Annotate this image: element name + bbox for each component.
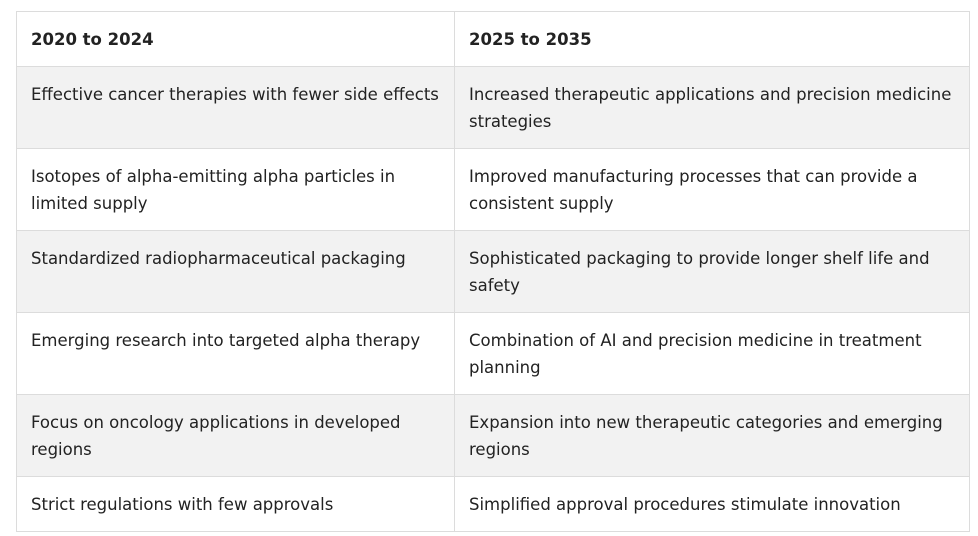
header-period-2025-2035: 2025 to 2035 — [454, 11, 970, 67]
table-cell-2025-2035: Combination of AI and precision medicine… — [454, 312, 970, 395]
comparison-table-container: 2020 to 2024 2025 to 2035 Effective canc… — [16, 11, 970, 532]
table-row: Standardized radiopharmaceutical packagi… — [16, 230, 970, 313]
table-cell-2020-2024: Effective cancer therapies with fewer si… — [16, 66, 455, 149]
table-row: Effective cancer therapies with fewer si… — [16, 66, 970, 149]
table-cell-2025-2035: Simplified approval procedures stimulate… — [454, 476, 970, 532]
table-header-row: 2020 to 2024 2025 to 2035 — [16, 11, 970, 67]
table-cell-2025-2035: Sophisticated packaging to provide longe… — [454, 230, 970, 313]
table-cell-2020-2024: Strict regulations with few approvals — [16, 476, 455, 532]
table-row: Isotopes of alpha-emitting alpha particl… — [16, 148, 970, 231]
table-cell-2020-2024: Focus on oncology applications in develo… — [16, 394, 455, 477]
table-row: Focus on oncology applications in develo… — [16, 394, 970, 477]
table-cell-2020-2024: Isotopes of alpha-emitting alpha particl… — [16, 148, 455, 231]
table-cell-2025-2035: Improved manufacturing processes that ca… — [454, 148, 970, 231]
table-cell-2020-2024: Emerging research into targeted alpha th… — [16, 312, 455, 395]
table-row: Strict regulations with few approvals Si… — [16, 476, 970, 532]
table-cell-2025-2035: Expansion into new therapeutic categorie… — [454, 394, 970, 477]
comparison-table: 2020 to 2024 2025 to 2035 Effective canc… — [16, 11, 970, 532]
table-row: Emerging research into targeted alpha th… — [16, 312, 970, 395]
header-period-2020-2024: 2020 to 2024 — [16, 11, 455, 67]
table-cell-2020-2024: Standardized radiopharmaceutical packagi… — [16, 230, 455, 313]
table-cell-2025-2035: Increased therapeutic applications and p… — [454, 66, 970, 149]
